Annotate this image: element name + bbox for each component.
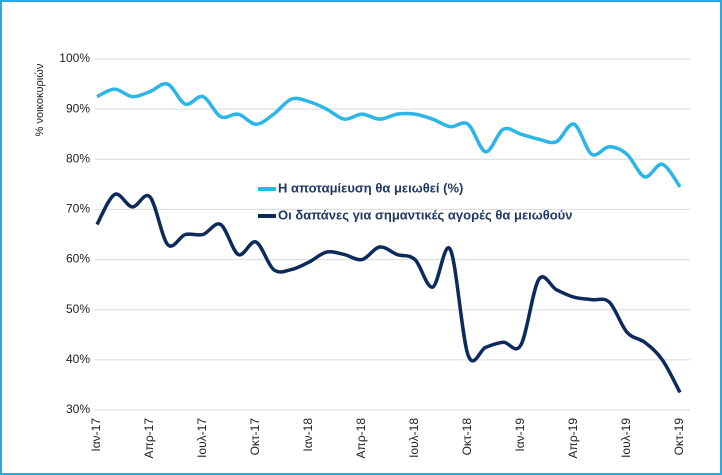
- y-tick-label: 60%: [66, 252, 90, 266]
- x-tick-label: Απρ-17: [142, 418, 156, 459]
- x-tick-label: Οκτ-18: [460, 418, 474, 456]
- x-tick-label: Ιουλ-19: [619, 418, 633, 458]
- x-tick-label: Ιουλ-18: [407, 418, 421, 458]
- x-tick-label: Ιαν-19: [513, 418, 527, 452]
- y-axis-label: % νοικοκυριών: [34, 63, 46, 136]
- y-tick-label: 80%: [66, 151, 90, 165]
- legend-label: Οι δαπάνες για σημαντικές αγορές θα μειω…: [278, 207, 572, 222]
- y-tick-label: 100%: [59, 51, 90, 65]
- x-tick-label: Απρ-18: [354, 418, 368, 459]
- x-tick-label: Ιαν-18: [301, 418, 315, 452]
- legend-label: Η αποταμίευση θα μειωθεί (%): [278, 180, 463, 195]
- x-tick-label: Ιουλ-17: [195, 418, 209, 458]
- x-tick-label: Απρ-19: [566, 418, 580, 459]
- series-line: [96, 81, 682, 188]
- x-tick-label: Οκτ-17: [248, 418, 262, 456]
- series-line: [95, 192, 682, 394]
- y-tick-label: 30%: [66, 402, 90, 416]
- x-tick-label: Οκτ-19: [672, 418, 686, 456]
- y-tick-label: 50%: [66, 302, 90, 316]
- y-tick-label: 70%: [66, 202, 90, 216]
- y-tick-label: 40%: [66, 352, 90, 366]
- x-tick-label: Ιαν-17: [89, 418, 103, 452]
- y-tick-label: 90%: [66, 101, 90, 115]
